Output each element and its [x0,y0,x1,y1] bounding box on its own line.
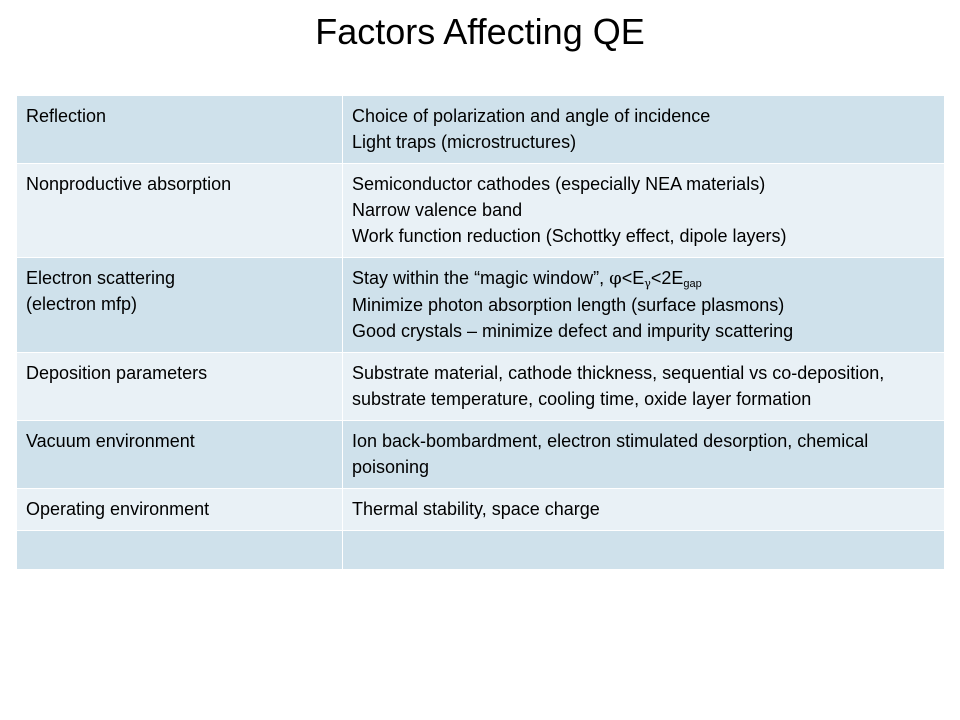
remedy-cell: Ion back-bombardment, electron stimulate… [342,420,945,489]
remedy-cell: Thermal stability, space charge [342,488,945,531]
remedy-text: Stay within the “magic window”, [352,268,605,288]
table-row: Deposition parameters Substrate material… [16,352,945,421]
remedy-text: Good crystals – minimize defect and impu… [352,321,794,341]
table-row: Operating environment Thermal stability,… [16,488,945,531]
phi-symbol: φ [609,268,622,289]
factor-cell [16,530,343,570]
table-row: Electron scattering (electron mfp) Stay … [16,257,945,353]
factor-cell: Operating environment [16,488,343,531]
remedy-cell: Stay within the “magic window”, φ<Eγ<2Eg… [342,257,945,353]
factor-text: Nonproductive absorption [26,174,232,194]
factor-text: Operating environment [26,499,210,519]
table-row: Vacuum environment Ion back-bombardment,… [16,420,945,489]
table-row: Nonproductive absorption Semiconductor c… [16,163,945,258]
factor-text: Vacuum environment [26,431,195,451]
remedy-text: Substrate material, cathode thickness, s… [352,363,885,409]
remedy-cell: Semiconductor cathodes (especially NEA m… [342,163,945,258]
remedy-text: Work function reduction (Schottky effect… [352,226,787,246]
gamma-subscript: γ [644,277,651,290]
page-title: Factors Affecting QE [315,11,645,52]
less-than-gap-energy: <2E [650,268,684,288]
gap-subscript: gap [683,278,702,290]
remedy-text: Thermal stability, space charge [352,499,600,519]
remedy-text-magic-window: Stay within the “magic window”, φ<Eγ<2Eg… [352,265,936,292]
remedy-text: Minimize photon absorption length (surfa… [352,295,785,315]
factor-cell: Deposition parameters [16,352,343,421]
remedy-cell: Choice of polarization and angle of inci… [342,95,945,164]
qe-factors-table: Reflection Choice of polarization and an… [16,95,945,570]
less-than-energy: <E [621,268,645,288]
factor-cell: Electron scattering (electron mfp) [16,257,343,353]
remedy-text: Narrow valence band [352,200,523,220]
table-row [16,530,945,570]
factor-text: (electron mfp) [26,294,138,314]
remedy-text: Ion back-bombardment, electron stimulate… [352,431,869,477]
remedy-cell [342,530,945,570]
factor-text: Deposition parameters [26,363,208,383]
factor-cell: Nonproductive absorption [16,163,343,258]
factor-text: Electron scattering [26,268,176,288]
table-row: Reflection Choice of polarization and an… [16,95,945,164]
factor-cell: Reflection [16,95,343,164]
remedy-text: Choice of polarization and angle of inci… [352,106,711,126]
remedy-cell: Substrate material, cathode thickness, s… [342,352,945,421]
factor-cell: Vacuum environment [16,420,343,489]
factor-text: Reflection [26,106,107,126]
remedy-text: Semiconductor cathodes (especially NEA m… [352,174,766,194]
remedy-text: Light traps (microstructures) [352,132,577,152]
